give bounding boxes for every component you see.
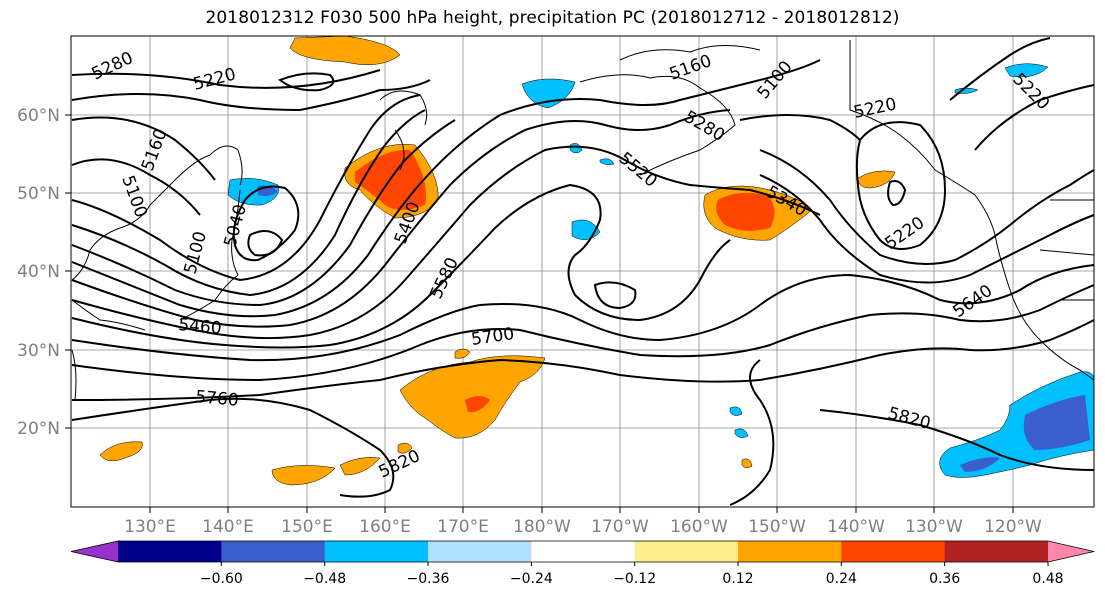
precip-positive-region xyxy=(99,441,143,462)
contour-label: 5100 xyxy=(181,229,212,276)
colorbar-bin xyxy=(841,541,946,562)
colorbar-bin xyxy=(944,541,1049,562)
coastlines xyxy=(71,40,1095,401)
precip-negative-region xyxy=(1004,63,1049,78)
colorbar-tick-label: 0.36 xyxy=(929,571,960,587)
longitude-tick-label: 120°W xyxy=(984,517,1042,537)
colorbar-tick-label: −0.36 xyxy=(407,571,450,587)
colorbar-extend-high xyxy=(1048,541,1094,562)
contour-label: 5460 xyxy=(178,315,223,339)
contour-label: 5160 xyxy=(667,51,714,85)
colorbar-tick-label: −0.60 xyxy=(200,571,243,587)
longitude-tick-label: 160°W xyxy=(670,517,728,537)
colorbar: −0.60 −0.48 −0.36 −0.24 −0.12 0.12 0.24 0.36 0.4… xyxy=(70,540,1095,587)
precip-positive-region xyxy=(289,35,401,66)
longitude-tick-label: 180°W xyxy=(513,517,571,537)
colorbar-tick-label: −0.12 xyxy=(613,571,656,587)
latitude-tick-label: 60°N xyxy=(17,106,60,126)
contour-label: 5160 xyxy=(138,126,172,173)
colorbar-bin xyxy=(428,541,532,562)
colorbar-tick-label: 0.12 xyxy=(722,571,753,587)
colorbar-tick-label: −0.48 xyxy=(303,571,346,587)
contour-label: 5640 xyxy=(949,281,996,322)
precip-positive-region xyxy=(397,442,413,454)
precip-positive-region xyxy=(339,457,381,476)
colorbar-tick-label: 0.24 xyxy=(826,571,857,587)
longitude-tick-label: 170°E xyxy=(437,517,489,537)
longitude-tick-label: 140°E xyxy=(202,517,254,537)
contour-label: 5820 xyxy=(886,404,933,435)
contour-label: 5760 xyxy=(195,387,240,411)
colorbar-bin xyxy=(738,541,842,562)
precip-anomaly-shading xyxy=(99,35,1095,486)
colorbar-bin xyxy=(531,541,636,562)
colorbar-bin xyxy=(324,541,429,562)
precip-negative-region xyxy=(939,371,1095,478)
latitude-ticks: 60°N 50°N 40°N 30°N 20°N xyxy=(17,106,71,439)
height-contours xyxy=(71,37,1095,506)
precip-positive-region xyxy=(741,458,753,468)
colorbar-extend-low xyxy=(71,541,118,562)
contour-label: 5220 xyxy=(191,64,238,95)
precip-negative-region xyxy=(521,78,576,109)
longitude-tick-label: 150°W xyxy=(748,517,806,537)
latitude-tick-label: 20°N xyxy=(17,419,60,439)
precip-positive-region xyxy=(465,396,490,413)
precip-negative-region xyxy=(1023,395,1090,450)
map-title: 2018012312 F030 500 hPa height, precipit… xyxy=(205,8,900,28)
contour-label: 5220 xyxy=(852,94,898,123)
longitude-tick-label: 170°W xyxy=(591,517,649,537)
colorbar-tick-label: −0.24 xyxy=(510,571,553,587)
map-frame xyxy=(70,35,1095,508)
longitude-tick-label: 140°W xyxy=(827,517,885,537)
longitude-tick-label: 150°E xyxy=(281,517,333,537)
contour-labels: 5280 5220 5160 5100 5040 5100 5460 5400 … xyxy=(89,48,1054,482)
precip-negative-region xyxy=(960,457,1000,472)
contour-label: 5700 xyxy=(470,324,516,350)
precip-negative-region xyxy=(569,143,583,154)
contour-label: 5280 xyxy=(89,48,137,84)
contour-label: 5100 xyxy=(117,173,151,220)
colorbar-tick-label: 0.48 xyxy=(1032,571,1063,587)
gridlines xyxy=(71,36,1094,507)
longitude-ticks: 130°E 140°E 150°E 160°E 170°E 180°W 170°W 160°W… xyxy=(124,507,1042,537)
longitude-tick-label: 130°W xyxy=(905,517,963,537)
precip-positive-region xyxy=(454,348,471,359)
longitude-tick-label: 130°E xyxy=(124,517,176,537)
precip-positive-region xyxy=(716,192,775,231)
contour-label: 5520 xyxy=(615,149,661,192)
colorbar-bin xyxy=(634,541,739,562)
contour-label: 5040 xyxy=(221,202,252,249)
precip-negative-region xyxy=(599,158,615,165)
latitude-tick-label: 50°N xyxy=(17,184,60,204)
precip-positive-region xyxy=(857,170,896,189)
colorbar-bin xyxy=(221,541,326,562)
precip-positive-region xyxy=(271,465,336,486)
colorbar-bin xyxy=(118,541,222,562)
precip-negative-region xyxy=(729,406,743,416)
longitude-tick-label: 160°E xyxy=(359,517,411,537)
contour-label: 5580 xyxy=(426,254,462,302)
latitude-tick-label: 30°N xyxy=(17,341,60,361)
latitude-tick-label: 40°N xyxy=(17,262,60,282)
precip-negative-region xyxy=(734,428,749,438)
